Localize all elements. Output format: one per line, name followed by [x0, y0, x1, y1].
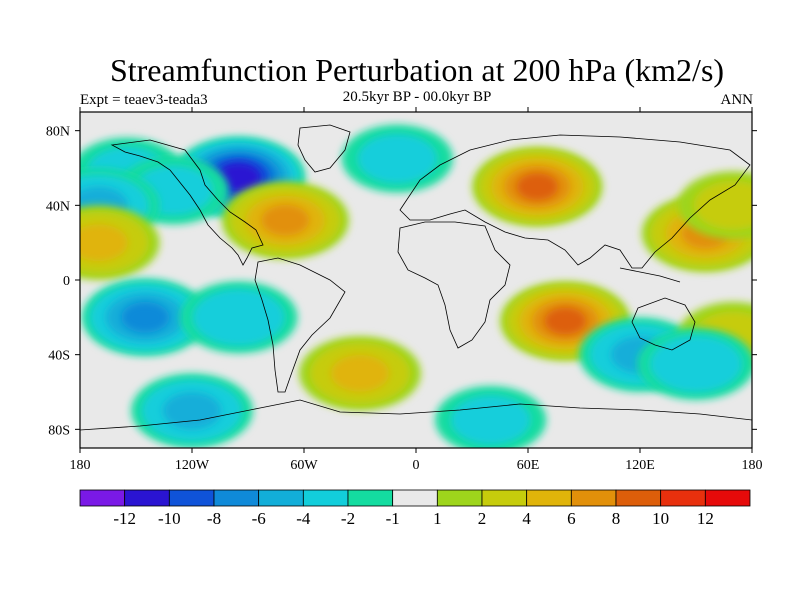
colorbar-label: 1 [433, 509, 442, 528]
colorbar-swatch [124, 489, 170, 507]
colorbar-swatch [168, 489, 215, 507]
field-contour-s-pacific-low-2 [192, 288, 285, 346]
field-contour-eastern-us-high [261, 204, 310, 236]
coastline-south-america [254, 257, 346, 393]
colorbar-swatch [570, 489, 617, 507]
colorbar-swatch [258, 489, 304, 507]
coastline-north-america [110, 139, 264, 266]
x-tick-label: 60E [517, 458, 540, 473]
colorbar-swatch [436, 489, 483, 507]
colorbar-label: 2 [478, 509, 487, 528]
colorbar-swatch [79, 489, 126, 507]
coastline-australia [631, 297, 696, 351]
coastline-europe-asia [399, 134, 751, 269]
coastline-greenland [297, 124, 351, 173]
colorbar-label: -12 [113, 509, 136, 528]
colorbar-label: 8 [612, 509, 621, 528]
colorbar-swatch [526, 489, 572, 507]
colorbar-label: 10 [652, 509, 669, 528]
field-contour-indian-ocean-high [544, 307, 587, 335]
colorbar-label: -6 [252, 509, 266, 528]
colorbar-swatch [481, 489, 528, 507]
colorbar-swatch [660, 489, 706, 507]
streamfunction-field [80, 124, 752, 448]
x-tick-label: 60W [290, 458, 318, 473]
colorbar-label: 12 [697, 509, 714, 528]
colorbar-swatch [347, 489, 394, 507]
field-contour-n-atlantic-low [357, 134, 438, 184]
coastline-antarctica [80, 399, 752, 431]
coastline-africa [397, 221, 511, 349]
colorbar-swatch [213, 489, 260, 507]
field-contour-nw-pacific-high [693, 180, 752, 230]
colorbar-swatch [392, 489, 438, 507]
colorbar-swatch [302, 489, 349, 507]
season-label: ANN [720, 92, 754, 108]
x-axis: 180 120W 60W 0 60E 120E 180 [70, 107, 763, 473]
colorbar: -12 -10 -8 -6 -4 -2 -1 1 2 4 6 8 10 12 [79, 489, 751, 528]
y-tick-label: 40S [48, 349, 70, 364]
field-contour-s-pacific-low [121, 302, 170, 333]
field-contour-eurasia-high [516, 173, 559, 201]
x-tick-label: 180 [742, 458, 763, 473]
colorbar-label: 4 [522, 509, 531, 528]
time-range-label: 20.5kyr BP - 00.0kyr BP [342, 89, 492, 105]
y-tick-label: 80N [46, 125, 70, 140]
plot-title: Streamfunction Perturbation at 200 hPa (… [109, 52, 725, 88]
y-tick-label: 0 [63, 274, 70, 289]
coastline-indonesia [619, 267, 681, 283]
x-tick-label: 0 [413, 458, 420, 473]
experiment-label: Expt = teaev3-teada3 [80, 92, 208, 108]
field-contour-s-atlantic-high [330, 354, 390, 392]
colorbar-swatch [704, 489, 751, 507]
colorbar-label: -8 [207, 509, 221, 528]
field-contour-e-pacific-high [80, 224, 128, 262]
colorbar-label: -4 [296, 509, 311, 528]
x-tick-label: 180 [70, 458, 91, 473]
field-contour-s-ocean-low [162, 392, 222, 430]
colorbar-label: -2 [341, 509, 355, 528]
y-tick-label: 80S [48, 423, 70, 438]
x-tick-label: 120E [625, 458, 655, 473]
y-axis: 80N 40N 0 40S 80S [46, 125, 757, 438]
field-contour-antarctic-low [450, 395, 531, 445]
x-tick-label: 120W [175, 458, 210, 473]
colorbar-swatch [615, 489, 662, 507]
coastlines [80, 124, 752, 431]
field-contour-s-pacific-low-3 [649, 335, 743, 393]
colorbar-label: -10 [158, 509, 181, 528]
colorbar-label: 6 [567, 509, 576, 528]
colorbar-label: -1 [386, 509, 400, 528]
y-tick-label: 40N [46, 199, 70, 214]
